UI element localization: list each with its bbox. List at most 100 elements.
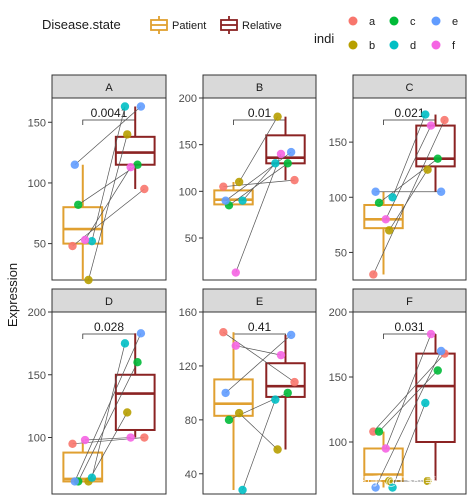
- facet-d-box-patient-iqr: [62, 451, 104, 483]
- facet-c-box-patient-iqr: [363, 203, 404, 230]
- facet-c-pvalue: 0.021: [394, 106, 424, 120]
- legend-key-patient: [150, 16, 168, 34]
- facet-a-point-relative-e: [136, 102, 146, 111]
- facet-f-point-patient-d: [388, 483, 397, 492]
- facet-e-point-relative-a: [290, 377, 299, 387]
- facet-d-ytick-label-200: 200: [28, 307, 46, 319]
- facet-f-point-relative-d: [421, 398, 430, 408]
- facet-b-point-relative-d: [271, 159, 280, 168]
- facet-e-point-patient-f: [231, 341, 240, 350]
- facet-a-point-patient-f: [80, 235, 90, 245]
- watermark-text: 知乎 @TS的美梦: [358, 473, 449, 488]
- facet-d-point-patient-f: [80, 435, 90, 445]
- facet-b-pvalue: 0.01: [248, 106, 272, 120]
- facet-a-box-patient-iqr: [62, 206, 104, 245]
- legend-indi: indi a b c d e f: [314, 16, 458, 52]
- facet-c-strip-label: C: [406, 82, 414, 94]
- facet-a-pair-line-d: [91, 106, 126, 242]
- facet-a-ytick-label-150: 150: [28, 117, 46, 129]
- facet-f-point-relative-f: [426, 329, 436, 339]
- facet-b-ytick-label-150: 150: [179, 140, 197, 152]
- facet-c-point-patient-f: [381, 215, 390, 224]
- facet-d: D 100 150 200 0.028: [28, 288, 167, 495]
- facet-b-point-patient-e: [221, 196, 230, 205]
- facet-c-point-relative-b: [423, 165, 432, 174]
- legend-disease-state: Disease.state Patient Relative: [42, 16, 282, 34]
- facet-e-point-relative-e: [286, 330, 296, 340]
- legend-indi-label-c: c: [410, 16, 416, 28]
- facet-c-point-patient-b: [384, 226, 394, 235]
- facet-f-pair-line-a: [373, 353, 445, 432]
- facet-a-point-relative-d: [120, 102, 130, 111]
- facet-f-point-patient-f: [381, 444, 390, 453]
- facet-e-point-patient-d: [238, 485, 247, 495]
- facet-e-strip-label: E: [256, 296, 263, 308]
- facet-a: A 50 100 150 0.0041: [28, 74, 167, 285]
- facet-d-pair-line-d: [91, 343, 126, 478]
- legend-indi-label-e: e: [452, 16, 458, 28]
- facet-c-point-relative-e: [436, 187, 446, 196]
- facet-a-box-patient: [62, 164, 104, 280]
- facet-f-pair-line-e: [375, 350, 442, 488]
- facet-f-box-relative-iqr: [415, 352, 456, 444]
- facet-f-point-relative-c: [433, 366, 442, 375]
- facet-a-point-patient-d: [87, 236, 97, 246]
- facet-d-point-patient-a: [68, 439, 77, 448]
- facet-d-pair-line-f: [85, 437, 131, 441]
- facet-c-panel: [352, 97, 467, 281]
- facet-b-pair-line-e: [225, 151, 292, 201]
- facet-b-ytick-label-100: 100: [179, 186, 197, 198]
- facet-b-ytick-label-50: 50: [185, 233, 197, 245]
- legend-label-relative: Relative: [242, 20, 282, 32]
- facet-e-point-patient-b: [234, 408, 244, 418]
- facet-c-point-patient-e: [371, 187, 380, 196]
- facet-b-point-relative-f: [276, 149, 286, 159]
- facet-d-ytick-label-150: 150: [28, 370, 46, 382]
- facet-a-point-patient-c: [74, 200, 83, 209]
- legend-indi-label-a: a: [369, 16, 376, 28]
- facet-a-ytick-label-50: 50: [34, 239, 46, 251]
- facet-d-point-patient-e: [70, 477, 80, 486]
- facet-b-pair-line-f: [235, 153, 282, 273]
- facet-c-point-relative-f: [426, 121, 436, 130]
- facet-a-pair-line-b: [88, 134, 128, 281]
- legend-indi-label-f: f: [452, 40, 456, 52]
- facet-c-point-relative-d: [421, 110, 430, 119]
- facet-e-pair-line-e: [225, 334, 292, 394]
- facet-e-ytick-label-80: 80: [185, 415, 197, 427]
- facet-d-point-patient-d: [87, 473, 97, 482]
- legend-indi-dot-d: [389, 40, 399, 50]
- legend-indi-dot-a: [348, 16, 358, 26]
- facet-f-pair-line-c: [378, 370, 439, 432]
- legend-disease-state-title: Disease.state: [42, 17, 121, 32]
- facet-a-point-relative-f: [126, 162, 135, 172]
- facet-f-point-relative-e: [436, 346, 446, 356]
- facet-c-pair-line-d: [392, 114, 426, 198]
- facet-f-strip-label: F: [406, 296, 413, 308]
- facet-d-box-relative: [114, 333, 156, 438]
- facet-e-point-relative-d: [271, 395, 280, 404]
- facet-b: B 50 100 150 200 0.01: [179, 74, 317, 281]
- facet-f-ytick-label-200: 200: [329, 307, 347, 319]
- facet-f-point-patient-b: [384, 476, 394, 486]
- facet-f-pair-line-f: [385, 333, 432, 449]
- facet-a-strip-label: A: [105, 82, 113, 94]
- facet-c-point-relative-a: [440, 115, 449, 125]
- facet-e-pair-line-a: [223, 331, 295, 383]
- facet-d-pair-line-c: [77, 362, 138, 482]
- facet-d-strip-label: D: [105, 296, 113, 308]
- facet-d-point-relative-e: [136, 329, 146, 338]
- facet-d-pvalue: 0.028: [94, 320, 124, 334]
- facet-b-box-relative: [265, 116, 306, 181]
- facet-e-pair-line-d: [242, 399, 276, 491]
- facet-f-pair-line-d: [392, 402, 426, 488]
- facet-f-ytick-label-150: 150: [329, 372, 347, 384]
- facet-b-strip-label: B: [256, 82, 263, 94]
- facet-e-box-patient-iqr: [213, 378, 254, 417]
- facet-b-point-patient-f: [231, 268, 240, 277]
- facet-f-point-relative-b: [423, 476, 432, 486]
- legend-indi-dot-e: [431, 16, 441, 26]
- facet-d-pair-line-e: [74, 333, 142, 482]
- facet-e-point-relative-b: [273, 445, 282, 454]
